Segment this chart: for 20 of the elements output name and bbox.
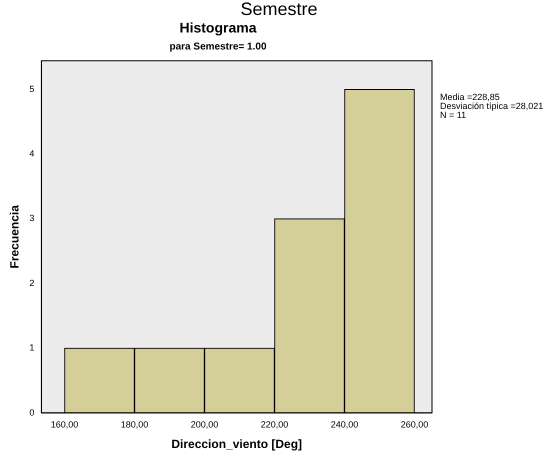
chart-title: Histograma <box>179 19 257 36</box>
text: Desviación típica =28,021 <box>440 100 544 111</box>
y-tick-label: 3 <box>29 213 34 224</box>
chart-subtitle: para Semestre= 1.00 <box>169 42 267 53</box>
y-tick-label: 2 <box>29 278 34 288</box>
x-tick-label: 220,00 <box>260 420 288 430</box>
x-tick-label: 160,00 <box>50 420 78 430</box>
x-tick-label: 200,00 <box>190 420 218 430</box>
text: N = 11 <box>440 110 466 120</box>
x-tick-label: 240,00 <box>330 420 358 430</box>
y-tick-label: 1 <box>29 342 34 353</box>
x-axis-title: Direccion_viento [Deg] <box>171 437 302 452</box>
x-tick-label: 180,00 <box>120 420 148 430</box>
text: Media =228,85 <box>440 92 500 102</box>
y-tick-label: 5 <box>29 84 34 94</box>
y-tick-label: 4 <box>29 148 34 158</box>
text: Semestre <box>240 0 318 19</box>
x-tick-label: 260,00 <box>400 420 428 430</box>
y-tick-label: 0 <box>29 407 34 418</box>
y-axis-title: Frecuencia <box>8 204 22 268</box>
